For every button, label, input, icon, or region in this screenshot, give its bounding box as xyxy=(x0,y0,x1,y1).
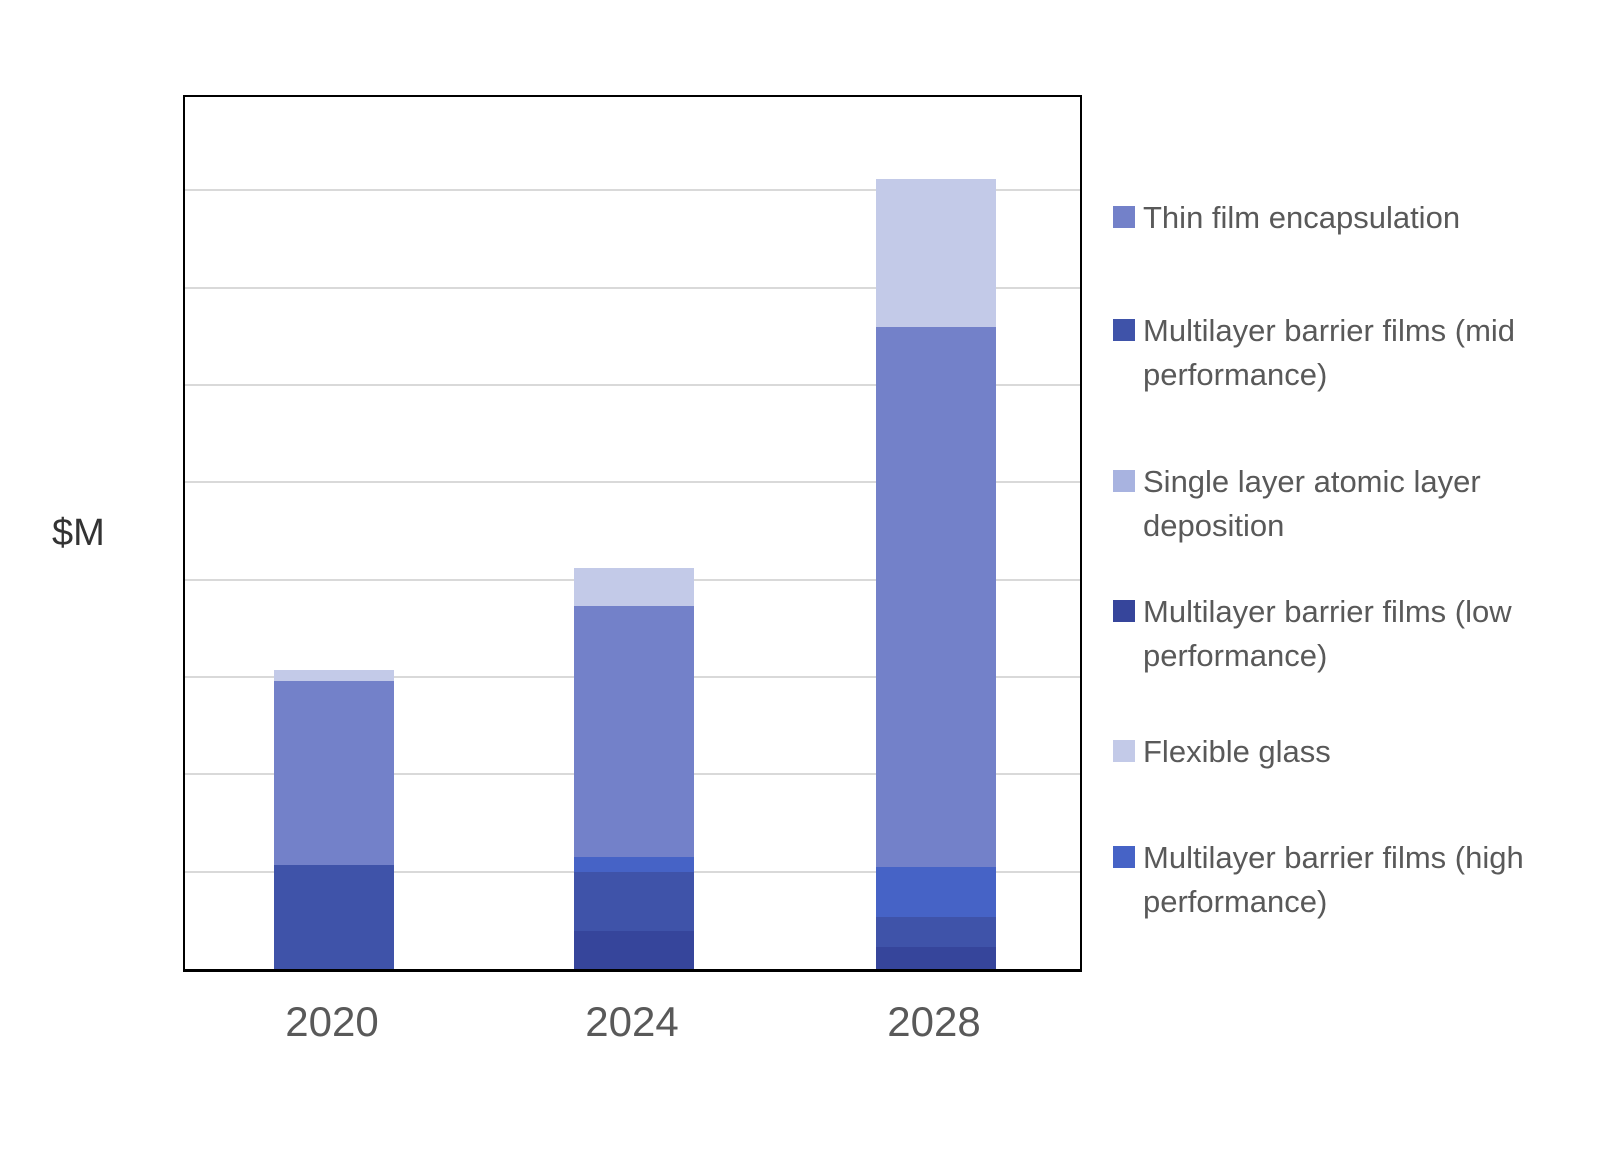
gridline xyxy=(185,189,1080,192)
bar-segment xyxy=(274,670,394,681)
bar-segment xyxy=(274,680,394,865)
bar-segment xyxy=(574,931,694,969)
legend-item: Multilayer barrier films (low performanc… xyxy=(1113,590,1563,678)
bar-segment xyxy=(876,946,996,969)
legend-item: Multilayer barrier films (mid performanc… xyxy=(1113,309,1563,397)
legend-label: Flexible glass xyxy=(1143,734,1331,769)
y-axis-title: $M xyxy=(52,512,105,554)
x-axis-labels: 2020 2024 2028 xyxy=(0,998,1600,1058)
legend-swatch-icon xyxy=(1113,846,1135,868)
legend-label: Single layer atomic layer deposition xyxy=(1143,464,1481,544)
legend-item: Flexible glass xyxy=(1113,730,1563,774)
bar-2020 xyxy=(274,670,394,969)
legend-swatch-icon xyxy=(1113,470,1135,492)
bar-2024 xyxy=(574,568,694,969)
bar-segment xyxy=(574,871,694,932)
legend-item: Single layer atomic layer deposition xyxy=(1113,460,1563,548)
gridline xyxy=(185,286,1080,289)
x-axis-label: 2028 xyxy=(887,998,981,1045)
gridline xyxy=(185,384,1080,387)
legend-swatch-icon xyxy=(1113,740,1135,762)
legend: Thin film encapsulation Multilayer barrie… xyxy=(1113,0,1573,1155)
bar-segment xyxy=(574,568,694,607)
legend-label: Multilayer barrier films (low performanc… xyxy=(1143,594,1512,674)
x-axis-label: 2020 xyxy=(285,998,379,1045)
bar-segment xyxy=(876,326,996,867)
bar-segment xyxy=(876,178,996,327)
legend-label: Multilayer barrier films (mid performanc… xyxy=(1143,313,1516,393)
legend-label: Thin film encapsulation xyxy=(1143,200,1461,235)
legend-item: Multilayer barrier films (high performan… xyxy=(1113,836,1563,924)
legend-swatch-icon xyxy=(1113,319,1135,341)
legend-item: Thin film encapsulation xyxy=(1113,196,1563,240)
plot-area xyxy=(183,95,1082,972)
gridline xyxy=(185,481,1080,484)
bar-2028 xyxy=(876,178,996,969)
bar-segment xyxy=(274,864,394,969)
bar-segment xyxy=(574,857,694,872)
x-axis-label: 2024 xyxy=(585,998,679,1045)
bar-segment xyxy=(876,866,996,918)
bar-segment xyxy=(876,917,996,947)
legend-swatch-icon xyxy=(1113,600,1135,622)
bar-segment xyxy=(574,606,694,858)
legend-swatch-icon xyxy=(1113,206,1135,228)
legend-label: Multilayer barrier films (high performan… xyxy=(1143,840,1524,920)
